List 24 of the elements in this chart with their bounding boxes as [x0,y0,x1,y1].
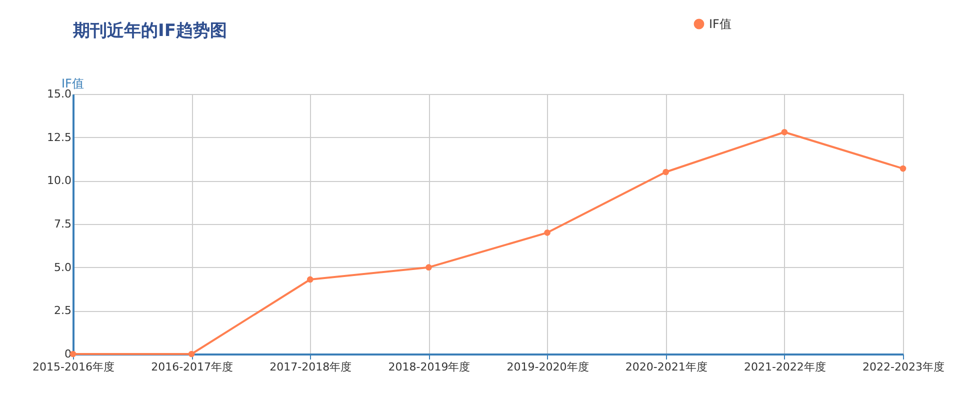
point [662,168,670,176]
x-tick-label: 2022-2023年度 [862,360,944,374]
x-tick-label: 2015-2016年度 [32,360,114,374]
x-tick-label: 2016-2017年度 [151,360,234,374]
x-tick-label: 2017-2018年度 [270,360,352,374]
y-tick-label: 12.5 [47,130,72,144]
y-tick-label: 15.0 [47,88,72,100]
point [544,230,550,236]
x-tick-label: 2019-2020年度 [506,360,589,374]
y-axis-title: IF值 [62,76,84,90]
x-tick-label: 2018-2019年度 [388,360,470,374]
point [900,165,906,172]
x-tick-label: 2021-2022年度 [744,360,826,374]
point [426,264,432,270]
x-tick-label: 2020-2021年度 [625,360,708,374]
y-tick-label: 7.5 [54,218,72,230]
point [781,128,788,136]
legend-label: IF值 [709,17,732,31]
y-tick-label: 10.0 [47,174,72,188]
point [188,350,195,358]
y-tick-label: 5.0 [54,260,72,274]
chart-title: 期刊近年的IF趋势图 [72,21,227,41]
y-tick-label: 2.5 [54,304,72,318]
point [306,276,314,283]
